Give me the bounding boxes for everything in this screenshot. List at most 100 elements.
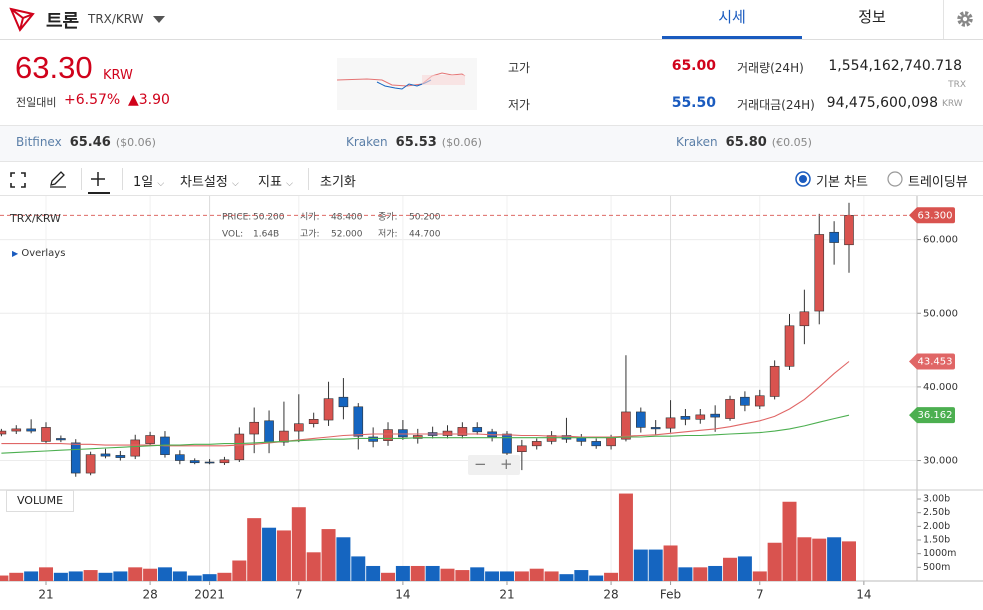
overlays-label[interactable]: Overlays (21, 248, 66, 259)
volume-bar (217, 572, 232, 581)
settings-menu[interactable]: 차트설정 ⌵ (180, 175, 239, 190)
candle-body (844, 215, 854, 246)
radio[interactable] (887, 171, 903, 187)
price-tag (909, 353, 955, 370)
indicators[interactable]: 지표 (258, 175, 282, 190)
volume-bar (693, 567, 708, 581)
fullscreen-icon[interactable] (10, 172, 26, 188)
interval-menu[interactable]: 1일 ⌵ (133, 175, 165, 190)
candle-body (457, 427, 468, 436)
settings-gear[interactable] (955, 9, 975, 29)
volume-bar (648, 549, 663, 581)
x-tick-label: 7 (756, 588, 764, 602)
toolbar (0, 163, 983, 196)
change-label: 전일대비 (16, 96, 57, 109)
divider (308, 168, 309, 190)
volume-bar (663, 545, 678, 581)
volume-bar (83, 570, 98, 581)
active-tool (88, 192, 110, 194)
volume-bar (574, 570, 589, 581)
chart-type[interactable]: 트레이딩뷰 (908, 175, 968, 190)
radio-checked[interactable] (795, 171, 811, 187)
info-value: 44.700 (409, 230, 441, 240)
volume-bar (708, 565, 723, 581)
interval[interactable]: 1일 (133, 175, 154, 190)
candle-body (531, 441, 542, 447)
divider (943, 0, 944, 40)
chart-type[interactable]: 기본 차트 (816, 175, 868, 190)
candle-body (725, 399, 735, 419)
exchange-price: 65.46 (69, 135, 111, 150)
exchange-diff: (€0.05) (771, 136, 812, 149)
volume-bar (470, 567, 485, 581)
info-label: 저가: (378, 229, 398, 240)
volume-bar (276, 530, 291, 581)
exchange-name: Bitfinex (16, 135, 62, 149)
info-label: PRICE: (222, 213, 251, 223)
volume-bar (723, 557, 738, 581)
volume-tick-label: 2.50b (923, 507, 950, 518)
candle-body (680, 416, 691, 420)
volume-bar (618, 493, 633, 581)
reset-button[interactable]: 초기화 (320, 175, 356, 190)
volume-bar (128, 567, 143, 581)
volume-bar (440, 568, 455, 581)
price-tag-label: 63.300 (918, 210, 953, 221)
candle-body (56, 438, 66, 441)
volume-bar (366, 565, 381, 581)
high-value: 65.00 (671, 58, 716, 74)
divider (122, 168, 123, 190)
volume-bar (336, 537, 351, 581)
volume-bar (425, 565, 440, 581)
exchange-diff: ($0.06) (115, 136, 156, 149)
candle-body (502, 433, 512, 454)
volume-bar (187, 575, 202, 581)
candle-body (189, 460, 200, 464)
draw-icon[interactable] (48, 170, 68, 188)
zoom-controls: − + (468, 455, 520, 475)
zoom-out[interactable]: − (474, 455, 487, 473)
dropdown-caret[interactable] (152, 15, 166, 24)
settings[interactable]: 차트설정 (180, 175, 228, 190)
overlays-toggle[interactable]: ▶ Overlays (12, 248, 66, 259)
tab-underline (662, 36, 802, 39)
volume-bar (737, 556, 752, 581)
x-tick-label: 21 (38, 588, 53, 602)
zoom-in[interactable]: + (500, 455, 513, 473)
info-label: VOL: (222, 230, 243, 240)
change-amount: ▲3.90 (128, 92, 170, 108)
candle-body (115, 455, 126, 458)
candle-body (204, 461, 215, 464)
y-tick-label: 30.000 (923, 456, 958, 467)
candle-body (740, 396, 750, 406)
volume-bar (306, 552, 321, 581)
volume-tick-label: 1.50b (923, 535, 950, 546)
volume-bar (247, 518, 262, 581)
volume-bar (395, 565, 410, 581)
volume-bar (514, 571, 529, 581)
price-tag (909, 207, 955, 224)
volume-bar (827, 537, 842, 581)
candle-body (754, 395, 765, 407)
volume-bar (589, 575, 604, 581)
candle-body (591, 441, 602, 447)
price-tag-label: 43.453 (918, 356, 953, 367)
tab-active[interactable]: 시세 (718, 8, 746, 26)
candle-body (85, 454, 96, 474)
info-value: 48.400 (331, 213, 363, 223)
indicator-menu[interactable]: 지표 ⌵ (258, 175, 293, 190)
candle-body (234, 433, 245, 461)
volume-bar (529, 568, 544, 581)
volume-bar (53, 572, 68, 581)
volume-bar (782, 501, 797, 581)
info-value: 50.200 (253, 213, 285, 223)
exchange-price: 65.80 (725, 135, 767, 150)
volume-bar (68, 571, 83, 581)
tab[interactable]: 정보 (858, 8, 886, 26)
candle-body (308, 419, 319, 425)
crosshair-icon[interactable] (90, 171, 106, 187)
candle-body (606, 437, 616, 447)
candle-body (784, 325, 795, 367)
volume-bar (812, 538, 827, 581)
moving-average (1, 361, 850, 447)
